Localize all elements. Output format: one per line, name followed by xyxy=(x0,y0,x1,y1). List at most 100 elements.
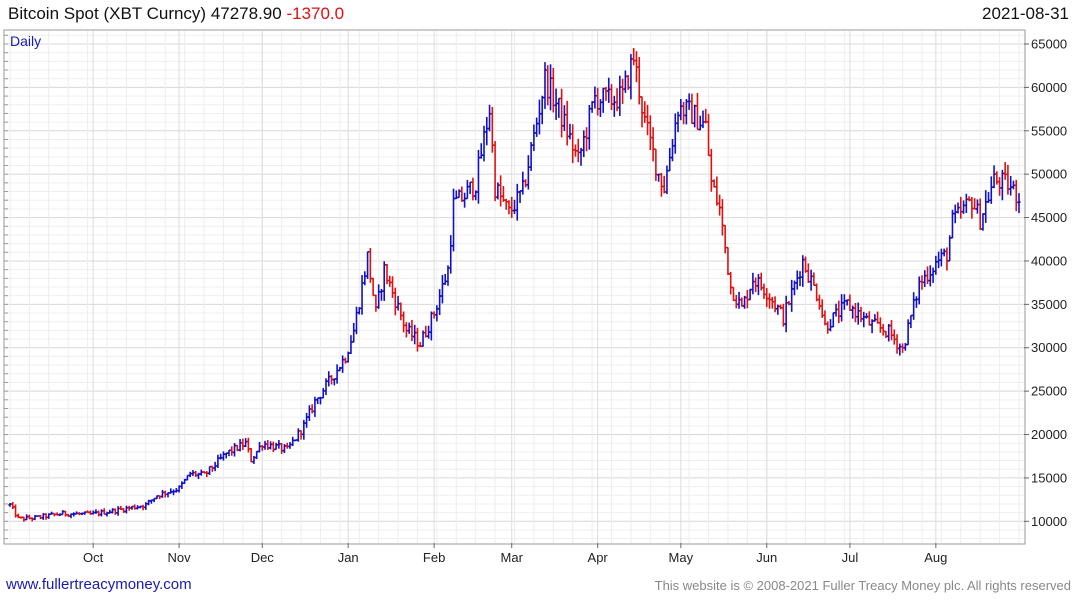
copyright-notice: This website is © 2008-2021 Fuller Treac… xyxy=(654,578,1071,593)
ohlc-bar xyxy=(997,177,1002,196)
ohlc-bar xyxy=(138,505,142,509)
ohlc-bar xyxy=(565,100,569,146)
ohlc-bar xyxy=(224,452,228,459)
ohlc-bar xyxy=(263,440,267,450)
ohlc-bar xyxy=(1014,179,1018,212)
x-tick-label: Oct xyxy=(83,550,104,565)
ohlc-bar xyxy=(593,86,597,109)
ohlc-bar xyxy=(277,440,281,449)
ohlc-bar xyxy=(873,314,877,322)
x-tick-label: May xyxy=(669,550,694,565)
ohlc-bar xyxy=(828,319,833,332)
y-tick-label: 35000 xyxy=(1031,297,1067,312)
ohlc-bar xyxy=(207,465,212,475)
y-tick-label: 20000 xyxy=(1031,427,1067,442)
ohlc-bar xyxy=(709,148,713,192)
ohlc-bar xyxy=(956,202,960,214)
ohlc-bar xyxy=(216,454,220,468)
ohlc-bar xyxy=(429,311,433,341)
chart-date: 2021-08-31 xyxy=(982,4,1069,23)
ohlc-bar xyxy=(925,266,930,285)
ohlc-bar xyxy=(268,441,273,450)
ohlc-bar xyxy=(135,505,140,510)
ohlc-bar xyxy=(607,77,611,103)
ohlc-bar xyxy=(438,289,442,316)
ohlc-bar xyxy=(44,513,48,520)
y-tick-label: 25000 xyxy=(1031,384,1067,399)
ohlc-bar xyxy=(205,471,209,478)
ohlc-bar xyxy=(543,62,547,109)
ohlc-bar xyxy=(471,177,475,201)
website-link[interactable]: www.fullertreacymoney.com xyxy=(6,576,192,593)
ohlc-bar xyxy=(731,286,736,302)
ohlc-bar xyxy=(950,209,955,239)
ohlc-bar xyxy=(820,299,824,318)
ohlc-bar xyxy=(953,204,957,224)
ohlc-bar xyxy=(302,419,306,440)
ohlc-bar xyxy=(476,149,481,204)
ohlc-bar xyxy=(809,269,813,291)
y-tick-label: 60000 xyxy=(1031,80,1067,95)
ohlc-bar xyxy=(1006,164,1010,195)
ohlc-bar xyxy=(917,276,921,305)
ohlc-bar xyxy=(803,256,808,273)
ohlc-bar xyxy=(562,105,566,131)
instrument-name-price: Bitcoin Spot (XBT Curncy) 47278.90 xyxy=(8,4,282,23)
ohlc-bar xyxy=(770,296,774,309)
y-tick-label: 65000 xyxy=(1031,37,1067,52)
ohlc-bar xyxy=(499,175,503,207)
ohlc-bar xyxy=(202,471,206,474)
ohlc-bar xyxy=(704,108,708,124)
ohlc-bar xyxy=(834,303,838,317)
ohlc-bar xyxy=(684,99,688,125)
ohlc-bar xyxy=(554,88,558,120)
ohlc-bar xyxy=(221,451,226,461)
ohlc-bar xyxy=(316,397,320,405)
ohlc-bar xyxy=(86,510,90,514)
ohlc-bar xyxy=(246,437,250,453)
ohlc-bar xyxy=(232,443,237,457)
ohlc-bar xyxy=(518,190,522,204)
ohlc-bar xyxy=(637,57,641,105)
x-tick-label: Jun xyxy=(756,550,777,565)
ohlc-bar xyxy=(756,274,761,296)
ohlc-bar xyxy=(349,335,353,354)
ohlc-bar xyxy=(127,505,131,511)
ohlc-bar xyxy=(404,322,408,338)
ohlc-bar xyxy=(38,514,43,520)
ohlc-bar xyxy=(546,65,550,106)
ohlc-bar xyxy=(526,155,530,190)
ohlc-bar xyxy=(83,511,87,515)
ohlc-bar xyxy=(368,247,372,283)
ohlc-bar xyxy=(130,505,134,510)
ohlc-bar xyxy=(377,284,381,309)
y-axis: 10000 15000 20000 25000 30000 35000 40000 45000… xyxy=(4,34,1067,540)
ohlc-bar xyxy=(859,306,863,323)
ohlc-bar xyxy=(33,515,37,521)
ohlc-bar xyxy=(460,186,464,202)
ohlc-bar xyxy=(11,502,15,509)
instrument-title: Bitcoin Spot (XBT Curncy) 47278.90 -1370… xyxy=(8,4,344,24)
ohlc-bar xyxy=(961,200,966,214)
ohlc-bar xyxy=(551,67,555,113)
ohlc-bar xyxy=(418,342,422,348)
ohlc-bar xyxy=(751,272,755,295)
ohlc-bar xyxy=(978,198,982,230)
ohlc-bar xyxy=(119,505,123,510)
ohlc-bar xyxy=(657,173,661,182)
ohlc-bar xyxy=(66,513,70,517)
ohlc-bar xyxy=(695,92,700,131)
ohlc-bar xyxy=(365,251,370,279)
ohlc-bar xyxy=(343,357,348,364)
ohlc-bar xyxy=(986,192,991,203)
ohlc-bar xyxy=(615,88,619,112)
ohlc-bar xyxy=(604,86,608,101)
y-tick-label: 15000 xyxy=(1031,470,1067,485)
ohlc-bar xyxy=(318,396,323,405)
ohlc-bar xyxy=(623,70,627,93)
ohlc-bar xyxy=(52,512,56,517)
ohlc-bar xyxy=(19,516,23,519)
ohlc-bar xyxy=(512,199,517,215)
ohlc-bar xyxy=(640,96,644,128)
ohlc-bar xyxy=(826,321,830,334)
